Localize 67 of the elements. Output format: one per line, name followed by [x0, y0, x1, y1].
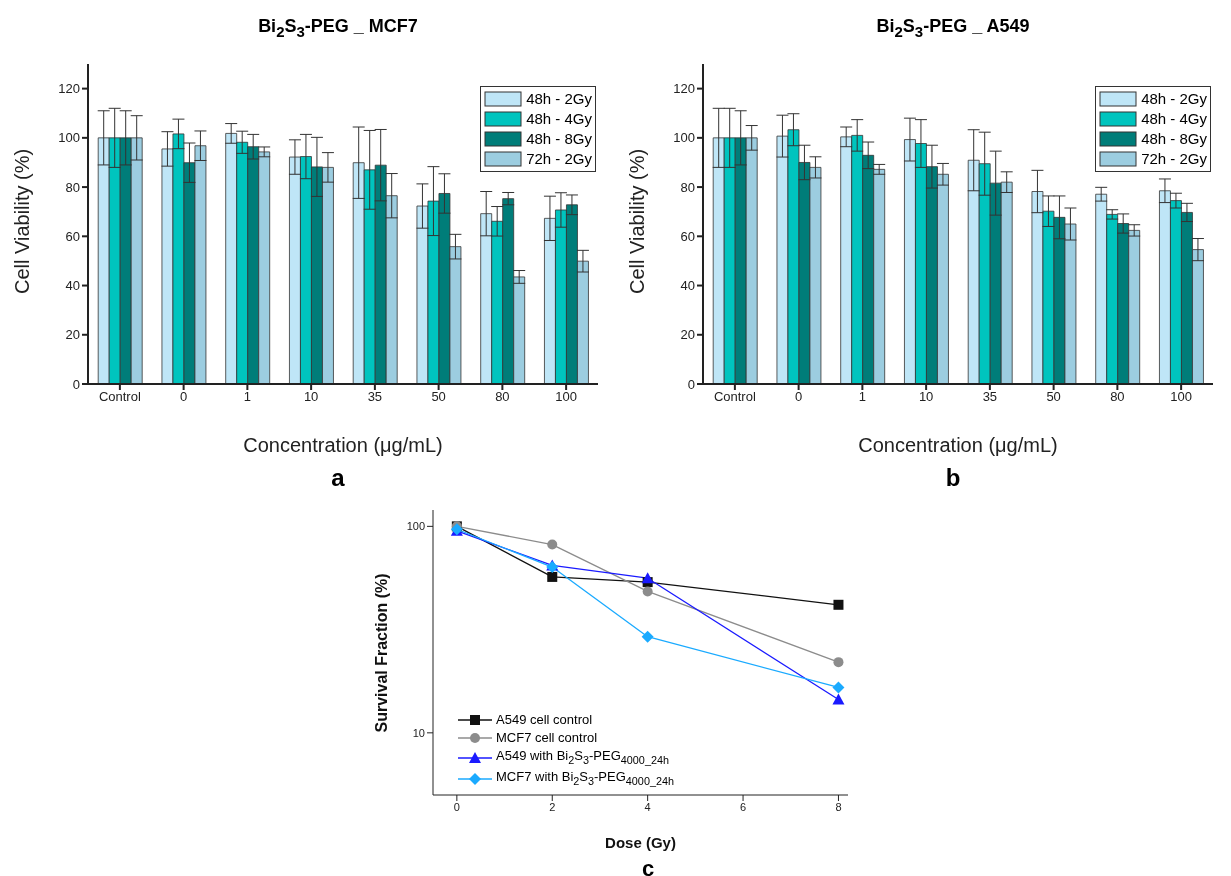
legend-label: 48h - 2Gy [526, 89, 592, 109]
x-tick-label: 50 [1046, 389, 1061, 405]
legend-label: A549 with Bi$_{2}$S$_{3}$-PEG$_{4000_24h}$ [496, 746, 669, 768]
y-tick-label: 60 [65, 228, 80, 244]
x-tick-label: 10 [303, 389, 319, 405]
x-tick-label: 100 [1170, 389, 1192, 405]
x-tick-label: 1 [858, 389, 866, 405]
x-axis-title: Concentration (μg/mL) [243, 434, 443, 456]
y-tick-label: 80 [65, 179, 80, 195]
legend-label: 72h - 2Gy [1141, 149, 1207, 169]
legend-label: 72h - 2Gy [526, 149, 592, 169]
legend-label: 48h - 4Gy [1141, 109, 1207, 129]
y-tick-label: 20 [65, 327, 80, 343]
point [547, 539, 558, 550]
legend-label: A549 cell control [496, 710, 593, 729]
text: a [330, 464, 346, 492]
legend-label: MCF7 cell control [496, 728, 598, 747]
y-tick-label: 120 [673, 81, 695, 97]
point [832, 681, 845, 694]
y-tick-label: 40 [65, 278, 80, 294]
point [833, 599, 844, 610]
x-tick-label: Control [713, 389, 756, 405]
y-tick-label: 120 [58, 81, 80, 97]
x-tick-label: 35 [367, 389, 383, 405]
point [642, 586, 653, 597]
y-tick-label: 100 [58, 130, 80, 146]
y-axis-title: Cell Viability (%) [626, 148, 649, 294]
x-tick-label: Control [98, 389, 141, 405]
legend-label: 48h - 8Gy [1141, 129, 1207, 149]
point [641, 630, 654, 643]
point [641, 572, 654, 584]
y-tick-label: 0 [72, 376, 80, 392]
point [832, 693, 845, 705]
text: c [640, 856, 656, 876]
y-tick-label: 80 [680, 179, 695, 195]
x-tick-label: 100 [555, 389, 577, 405]
chart-title: Bi$_{2}$S$_{3}$-PEG _ MCF7 [258, 16, 418, 40]
x-axis-title: Concentration (μg/mL) [858, 434, 1058, 456]
x-tick-label: 10 [918, 389, 934, 405]
x-tick-label: 8 [835, 800, 842, 813]
text: b [944, 464, 962, 492]
x-tick-label: 50 [431, 389, 446, 405]
x-tick-label: 2 [549, 800, 556, 813]
point [833, 657, 844, 668]
y-tick-label: 100 [673, 130, 695, 146]
x-tick-label: 35 [982, 389, 998, 405]
legend-label: MCF7 with Bi$_{2}$S$_{3}$-PEG$_{4000_24h}$ [496, 768, 675, 789]
point [547, 571, 558, 582]
y-axis-title: Cell Viability (%) [11, 148, 34, 294]
y-tick-label: 20 [680, 327, 695, 343]
y-tick-label: 60 [680, 228, 695, 244]
legend-label: 48h - 4Gy [526, 109, 592, 129]
x-tick-label: 0 [453, 800, 460, 813]
x-tick-label: 6 [739, 800, 747, 813]
y-tick-label: 40 [680, 278, 695, 294]
x-tick-label: 80 [495, 389, 510, 405]
x-axis-title: Dose (Gy) [605, 834, 676, 851]
chart-title: Bi$_{2}$S$_{3}$-PEG _ A549 [876, 16, 1030, 40]
x-tick-label: 1 [243, 389, 251, 405]
legend-label: 48h - 2Gy [1141, 89, 1207, 109]
x-tick-label: 0 [795, 389, 803, 405]
x-tick-label: 4 [644, 800, 651, 813]
x-tick-label: 0 [180, 389, 188, 405]
x-tick-label: 80 [1110, 389, 1125, 405]
y-axis-title: Survival Fraction (%) [372, 573, 390, 733]
y-tick-label: 0 [687, 376, 695, 392]
legend-label: 48h - 8Gy [526, 129, 592, 149]
